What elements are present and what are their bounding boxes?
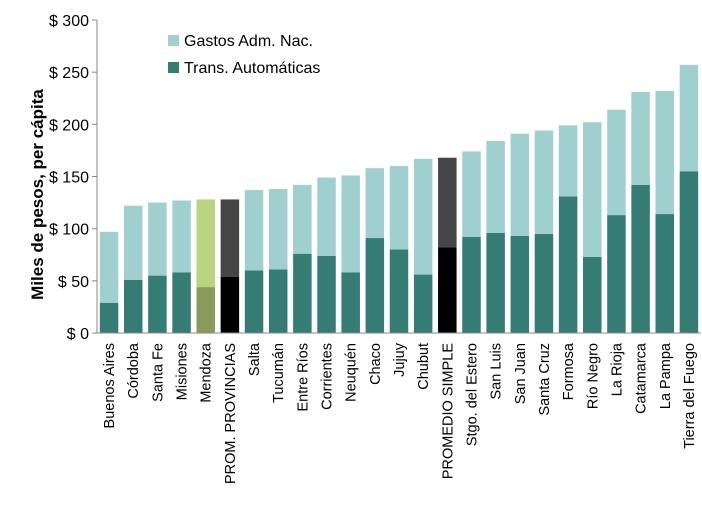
x-tick-label: Stgo. del Estero	[464, 343, 480, 446]
bar-trans-automaticas	[172, 272, 191, 333]
y-tick-label: $ 300	[49, 13, 89, 30]
y-axis-label: Miles de pesos, per cápita	[28, 89, 47, 300]
legend-swatch-trans	[168, 62, 179, 73]
x-tick-label: Santa Fe	[150, 343, 166, 402]
bar-gastos-adm-nac	[148, 202, 167, 276]
legend-swatch-gastos	[168, 35, 179, 46]
x-tick-label: Santa Cruz	[537, 343, 553, 416]
x-tick-label: PROMEDIO SIMPLE	[440, 343, 456, 479]
bar-trans-automaticas	[486, 232, 505, 333]
bar-gastos-adm-nac	[486, 141, 505, 233]
bar-gastos-adm-nac	[123, 205, 143, 280]
bar-gastos-adm-nac	[389, 166, 409, 250]
y-tick-label: $ 250	[49, 65, 89, 82]
bar-trans-automaticas	[148, 275, 167, 333]
bar-gastos-adm-nac	[341, 175, 360, 273]
bar-gastos-adm-nac	[438, 157, 457, 248]
bars	[99, 64, 699, 333]
x-tick-label: Buenos Aires	[102, 343, 118, 428]
bar-gastos-adm-nac	[99, 231, 119, 303]
x-tick-label: Corrientes	[320, 343, 336, 410]
bar-trans-automaticas	[534, 233, 554, 333]
bar-gastos-adm-nac	[631, 91, 650, 185]
bar-trans-automaticas	[462, 237, 481, 333]
bar-gastos-adm-nac	[172, 200, 191, 273]
bar-gastos-adm-nac	[679, 64, 699, 172]
bar-gastos-adm-nac	[220, 199, 240, 277]
legend-label-gastos: Gastos Adm. Nac.	[184, 33, 313, 50]
bar-trans-automaticas	[99, 302, 119, 333]
bar-trans-automaticas	[655, 214, 675, 333]
bar-gastos-adm-nac	[268, 189, 288, 270]
x-tick-label: Río Negro	[585, 343, 601, 409]
bar-trans-automaticas	[365, 238, 385, 333]
bar-trans-automaticas	[220, 276, 240, 333]
x-tick-label: Tucumán	[271, 343, 287, 403]
y-tick-label: $ 50	[58, 274, 89, 291]
x-tick-label: San Juan	[513, 343, 529, 404]
bar-trans-automaticas	[293, 253, 312, 333]
bar-gastos-adm-nac	[655, 90, 675, 215]
bar-trans-automaticas	[583, 256, 602, 333]
bar-trans-automaticas	[268, 269, 288, 333]
x-tick-label: Formosa	[561, 342, 577, 400]
x-tick-label: Entre Ríos	[295, 343, 311, 412]
y-tick-label: $ 100	[49, 222, 89, 239]
bar-gastos-adm-nac	[413, 158, 433, 275]
bar-trans-automaticas	[607, 215, 626, 333]
x-tick-label: Jujuy	[392, 342, 408, 377]
x-tick-label: Neuquén	[344, 343, 360, 402]
y-axis-gridlines	[92, 19, 98, 334]
x-tick-label: La Pampa	[658, 342, 674, 409]
bar-trans-automaticas	[244, 270, 264, 333]
bar-trans-automaticas	[123, 279, 143, 333]
bar-gastos-adm-nac	[293, 184, 312, 254]
x-tick-label: Chaco	[368, 343, 384, 385]
bar-gastos-adm-nac	[244, 190, 264, 271]
x-axis-tick-labels: Buenos Aires Córdoba Santa Fe Misiones Mendo…	[102, 342, 698, 484]
legend-label-trans: Trans. Automáticas	[184, 60, 320, 77]
bar-trans-automaticas	[558, 196, 578, 333]
y-tick-label: $ 0	[67, 326, 89, 343]
bar-gastos-adm-nac	[510, 133, 530, 236]
x-tick-label: Tierra del Fuego	[682, 343, 698, 449]
x-tick-label: Salta	[247, 342, 263, 376]
bar-trans-automaticas	[679, 171, 699, 333]
bar-trans-automaticas	[510, 235, 530, 333]
bar-trans-automaticas	[413, 274, 433, 333]
bar-trans-automaticas	[341, 272, 360, 333]
bar-gastos-adm-nac	[317, 177, 336, 256]
x-tick-label: PROM. PROVINCIAS	[223, 343, 239, 484]
y-axis-tick-labels: $ 0 $ 50 $ 100 $ 150 $ 200 $ 250 $ 300	[49, 13, 89, 343]
bar-trans-automaticas	[631, 184, 650, 333]
bar-gastos-adm-nac	[558, 125, 578, 197]
bar-trans-automaticas	[438, 247, 457, 333]
bar-trans-automaticas	[389, 249, 409, 333]
bar-gastos-adm-nac	[365, 168, 385, 239]
x-tick-label: Chubut	[416, 343, 432, 390]
x-tick-label: San Luis	[489, 343, 505, 399]
x-tick-label: La Rioja	[609, 342, 625, 396]
bar-trans-automaticas	[317, 255, 336, 333]
y-tick-label: $ 150	[49, 170, 89, 187]
x-tick-label: Córdoba	[126, 342, 142, 399]
x-tick-label: Catamarca	[634, 342, 650, 414]
bar-gastos-adm-nac	[534, 130, 554, 234]
bar-gastos-adm-nac	[607, 109, 626, 216]
bar-gastos-adm-nac	[462, 151, 481, 238]
bar-trans-automaticas	[196, 287, 215, 333]
x-tick-label: Misiones	[175, 343, 191, 400]
y-tick-label: $ 200	[49, 117, 89, 134]
legend: Gastos Adm. Nac. Trans. Automáticas	[168, 33, 320, 77]
x-tick-label: Mendoza	[199, 342, 215, 403]
bar-gastos-adm-nac	[196, 199, 215, 288]
bar-gastos-adm-nac	[583, 122, 602, 257]
